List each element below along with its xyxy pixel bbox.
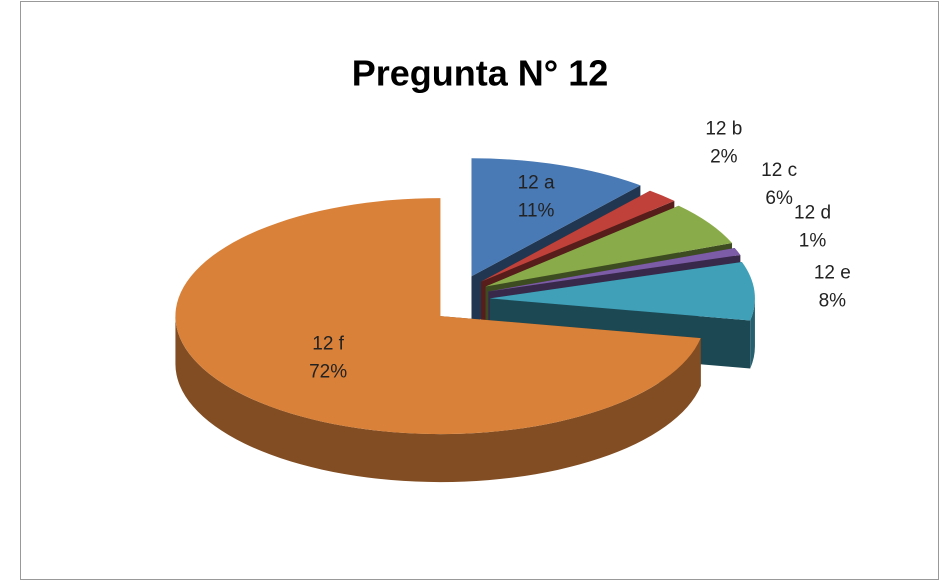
slice (471, 158, 641, 277)
slice (485, 205, 733, 287)
data-label-category: 12 f (312, 333, 344, 354)
data-label-category: 12 c (761, 160, 797, 181)
data-label-value: 72% (309, 361, 347, 382)
data-label-value: 2% (710, 146, 738, 167)
data-label-category: 12 e (814, 262, 851, 283)
data-label-value: 6% (765, 188, 793, 209)
data-label-value: 8% (819, 290, 847, 311)
data-label-category: 12 b (705, 118, 742, 139)
slice (489, 261, 755, 321)
slice (488, 248, 741, 292)
slice (175, 198, 701, 435)
slice (481, 190, 675, 282)
chart-title: Pregunta N° 12 (352, 53, 608, 94)
slice-side (175, 316, 701, 483)
data-label-category: 12 d (794, 203, 831, 224)
slice-tops (175, 158, 755, 435)
data-label-category: 12 a (518, 172, 555, 193)
slice-labels: 12 a 11% 12 b 2% 12 c 6%12 d 1% 12 e 8% 12 f 72% (309, 118, 851, 382)
data-label-value: 1% (799, 231, 827, 252)
data-label-value: 11% (518, 200, 555, 221)
slice-side (750, 298, 755, 369)
